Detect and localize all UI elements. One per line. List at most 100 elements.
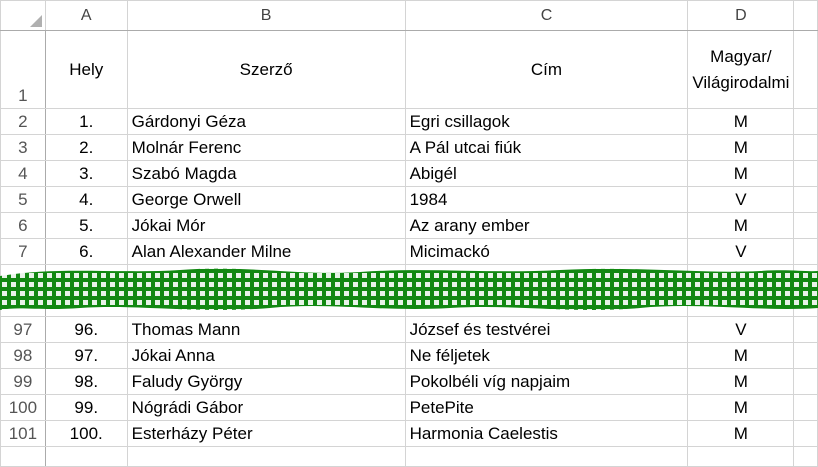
empty-cell[interactable] xyxy=(793,238,818,265)
empty-cell[interactable] xyxy=(793,30,818,109)
column-header-e[interactable] xyxy=(793,0,818,31)
cell-cim[interactable]: Ne féljetek xyxy=(404,342,689,369)
table-row: 3 2. Molnár Ferenc A Pál utcai fiúk M xyxy=(0,134,818,161)
cell-type[interactable]: M xyxy=(687,108,795,135)
cell-type[interactable]: V xyxy=(687,316,795,343)
empty-cell[interactable] xyxy=(404,446,689,467)
table-row: 5 4. George Orwell 1984 V xyxy=(0,186,818,213)
cell-hely[interactable]: 2. xyxy=(44,134,128,161)
cell-szerzo[interactable]: Jókai Mór xyxy=(126,212,406,239)
row-header[interactable]: 101 xyxy=(0,420,46,447)
cell-cim[interactable]: Harmonia Caelestis xyxy=(404,420,689,447)
row-header[interactable]: 98 xyxy=(0,342,46,369)
empty-cell[interactable] xyxy=(793,160,818,187)
cell-type[interactable]: V xyxy=(687,186,795,213)
table-row: 2 1. Gárdonyi Géza Egri csillagok M xyxy=(0,108,818,135)
cell-type[interactable]: V xyxy=(687,238,795,265)
row-header[interactable]: 2 xyxy=(0,108,46,135)
empty-cell[interactable] xyxy=(793,212,818,239)
cell-szerzo[interactable]: Jókai Anna xyxy=(126,342,406,369)
torn-edge-band xyxy=(0,268,818,310)
row-header[interactable]: 1 xyxy=(0,30,46,109)
cell-szerzo[interactable]: George Orwell xyxy=(126,186,406,213)
row-header[interactable] xyxy=(0,446,46,467)
row-header[interactable]: 4 xyxy=(0,160,46,187)
column-header-d[interactable]: D xyxy=(687,0,795,31)
cell-type[interactable]: M xyxy=(687,394,795,421)
cell-cim[interactable]: 1984 xyxy=(404,186,689,213)
table-row: 4 3. Szabó Magda Abigél M xyxy=(0,160,818,187)
cell-cim[interactable]: Abigél xyxy=(404,160,689,187)
cell-type[interactable]: M xyxy=(687,212,795,239)
table-row: 99 98. Faludy György Pokolbéli víg napja… xyxy=(0,368,818,395)
header-cell-szerzo[interactable]: Szerző xyxy=(126,30,406,109)
cell-hely[interactable]: 96. xyxy=(44,316,128,343)
empty-cell[interactable] xyxy=(793,316,818,343)
empty-cell[interactable] xyxy=(793,186,818,213)
cell-cim[interactable]: József és testvérei xyxy=(404,316,689,343)
column-header-b[interactable]: B xyxy=(126,0,406,31)
column-header-c[interactable]: C xyxy=(404,0,689,31)
table-row: 6 5. Jókai Mór Az arany ember M xyxy=(0,212,818,239)
empty-cell[interactable] xyxy=(793,134,818,161)
table-row: 97 96. Thomas Mann József és testvérei V xyxy=(0,316,818,343)
cell-type[interactable]: M xyxy=(687,420,795,447)
table-row: 7 6. Alan Alexander Milne Micimackó V xyxy=(0,238,818,265)
header-cell-hely[interactable]: Hely xyxy=(44,30,128,109)
header-cell-cim[interactable]: Cím xyxy=(404,30,689,109)
cell-hely[interactable]: 4. xyxy=(44,186,128,213)
cell-cim[interactable]: Egri csillagok xyxy=(404,108,689,135)
empty-cell[interactable] xyxy=(793,446,818,467)
column-header-a[interactable]: A xyxy=(44,0,128,31)
table-row: 100 99. Nógrádi Gábor PetePite M xyxy=(0,394,818,421)
cell-szerzo[interactable]: Gárdonyi Géza xyxy=(126,108,406,135)
table-row: 101 100. Esterházy Péter Harmonia Caeles… xyxy=(0,420,818,447)
cell-hely[interactable]: 97. xyxy=(44,342,128,369)
select-all-corner[interactable] xyxy=(0,0,46,31)
cell-hely[interactable]: 100. xyxy=(44,420,128,447)
cell-hely[interactable]: 1. xyxy=(44,108,128,135)
cell-cim[interactable]: A Pál utcai fiúk xyxy=(404,134,689,161)
cell-cim[interactable]: Micimackó xyxy=(404,238,689,265)
cell-hely[interactable]: 99. xyxy=(44,394,128,421)
empty-cell[interactable] xyxy=(793,108,818,135)
header-cell-magyar-vilagirodalmi[interactable]: Magyar/ Világirodalmi xyxy=(687,30,795,109)
cell-cim[interactable]: PetePite xyxy=(404,394,689,421)
empty-cell[interactable] xyxy=(687,446,795,467)
row-header[interactable]: 7 xyxy=(0,238,46,265)
cell-hely[interactable]: 5. xyxy=(44,212,128,239)
empty-cell[interactable] xyxy=(793,368,818,395)
empty-cell[interactable] xyxy=(44,446,128,467)
cell-szerzo[interactable]: Alan Alexander Milne xyxy=(126,238,406,265)
cell-cim[interactable]: Az arany ember xyxy=(404,212,689,239)
row-header[interactable]: 3 xyxy=(0,134,46,161)
cell-szerzo[interactable]: Nógrádi Gábor xyxy=(126,394,406,421)
empty-cell[interactable] xyxy=(793,420,818,447)
row-header[interactable]: 6 xyxy=(0,212,46,239)
cell-type[interactable]: M xyxy=(687,342,795,369)
row-header[interactable]: 100 xyxy=(0,394,46,421)
empty-cell[interactable] xyxy=(126,446,406,467)
cell-szerzo[interactable]: Thomas Mann xyxy=(126,316,406,343)
cell-type[interactable]: M xyxy=(687,368,795,395)
empty-cell[interactable] xyxy=(793,342,818,369)
cell-cim[interactable]: Pokolbéli víg napjaim xyxy=(404,368,689,395)
cell-type[interactable]: M xyxy=(687,160,795,187)
cell-hely[interactable]: 6. xyxy=(44,238,128,265)
cell-szerzo[interactable]: Molnár Ferenc xyxy=(126,134,406,161)
cell-hely[interactable]: 98. xyxy=(44,368,128,395)
table-row-next xyxy=(0,446,818,467)
cell-hely[interactable]: 3. xyxy=(44,160,128,187)
cell-szerzo[interactable]: Szabó Magda xyxy=(126,160,406,187)
empty-cell[interactable] xyxy=(793,394,818,421)
select-all-triangle-icon xyxy=(29,15,42,27)
column-header-row: A B C D xyxy=(0,0,818,31)
table-header-row: 1 Hely Szerző Cím Magyar/ Világirodalmi xyxy=(0,30,818,109)
row-header[interactable]: 99 xyxy=(0,368,46,395)
row-header[interactable]: 5 xyxy=(0,186,46,213)
row-header[interactable]: 97 xyxy=(0,316,46,343)
cell-type[interactable]: M xyxy=(687,134,795,161)
cell-szerzo[interactable]: Faludy György xyxy=(126,368,406,395)
cell-szerzo[interactable]: Esterházy Péter xyxy=(126,420,406,447)
